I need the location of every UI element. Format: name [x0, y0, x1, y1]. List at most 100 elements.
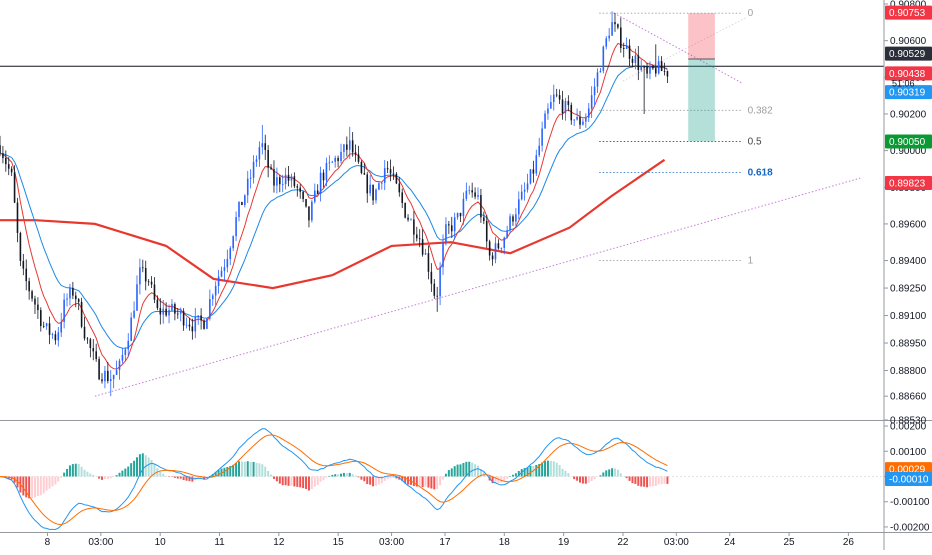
candle-body [418, 238, 421, 240]
candle-body [319, 172, 322, 194]
price-label-text: 0.90050 [889, 137, 926, 148]
candle-body [433, 283, 436, 296]
candle-body [25, 268, 28, 282]
candle-body [558, 95, 561, 100]
candle-body [316, 190, 319, 194]
candle-body [529, 169, 532, 184]
candle-body [573, 119, 575, 121]
candle-body [246, 178, 249, 196]
candle-body [200, 315, 202, 321]
candle-body [258, 147, 261, 160]
candle-body [474, 192, 476, 197]
candle-body [139, 267, 141, 285]
candle-body [249, 177, 252, 179]
candle-body [459, 212, 462, 217]
price-tick-label: 0.88950 [890, 339, 927, 350]
price-panel[interactable]: 0 0.382 0.5 0.618 1 [0, 8, 884, 397]
candle-body [654, 68, 657, 74]
candle-body [348, 140, 351, 150]
candle-body [564, 101, 567, 114]
candle-body [7, 164, 10, 169]
candle-body [401, 192, 404, 204]
candle-body [515, 214, 517, 222]
candle-body [413, 219, 415, 235]
candle-body [118, 360, 121, 370]
candle-body [445, 224, 447, 243]
time-tick-label: 03:00 [379, 537, 404, 548]
macd-label-text: -0.00010 [889, 475, 929, 486]
candle-body [561, 99, 564, 114]
candle-body [576, 117, 578, 120]
candle-body [22, 260, 25, 269]
candle-body [34, 298, 36, 305]
fib-level-label: 0 [748, 8, 754, 19]
time-tick-label: 12 [273, 537, 285, 548]
candle-body [150, 281, 153, 285]
candle-body [203, 320, 205, 329]
price-tick-label: 0.90800 [890, 0, 927, 11]
candle-body [313, 190, 316, 202]
candle-body [72, 287, 74, 296]
candle-body [480, 195, 482, 218]
candle-body [488, 241, 491, 256]
price-tick-label: 0.88800 [890, 366, 927, 377]
candle-body [133, 310, 135, 318]
candle-body [550, 102, 552, 109]
candle-body [398, 183, 401, 193]
candle-body [410, 219, 412, 221]
candle-body [494, 243, 497, 260]
candle-body [552, 94, 555, 103]
candle-body [381, 182, 383, 184]
candle-body [404, 203, 406, 218]
candle-body [427, 253, 430, 272]
candle-body [421, 239, 424, 255]
candle-body [124, 349, 127, 355]
candle-body [453, 217, 456, 232]
candle-body [634, 55, 637, 63]
candle-body [652, 65, 654, 69]
candle-body [217, 276, 220, 286]
candle-body [622, 47, 625, 49]
price-label-bg [885, 176, 932, 191]
candle-body [640, 66, 643, 71]
candle-body [450, 225, 453, 232]
price-labels: 0.90753 0.90529 0.90438 0.90319 0.90050 0.898… [885, 5, 932, 487]
candle-body [538, 145, 541, 156]
macd-label: -0.00010 [885, 472, 932, 487]
candle-body [147, 281, 150, 283]
candle-body [159, 308, 162, 315]
candle-body [369, 184, 371, 194]
candle-body [220, 270, 223, 277]
candle-body [197, 315, 199, 318]
candle-body [308, 206, 310, 221]
candle-body [194, 317, 197, 332]
candle-body [611, 22, 613, 36]
candle-body [620, 27, 622, 48]
time-tick-label: 10 [155, 537, 167, 548]
candle-body [2, 153, 4, 158]
candle-body [608, 35, 610, 39]
candle-body [649, 65, 651, 74]
price-label-text: 0.90438 [889, 69, 926, 80]
price-label-text: 0.90319 [889, 88, 926, 99]
price-tick-label: 0.90200 [890, 109, 927, 120]
candle-body [547, 108, 549, 114]
candle-body [331, 161, 334, 163]
price-label-bg [885, 66, 932, 81]
time-tick-label: 25 [784, 537, 796, 548]
candle-body [101, 379, 103, 382]
candle-body [270, 167, 272, 170]
candle-body [456, 212, 459, 218]
fib-level-label: 0.5 [748, 136, 762, 147]
candle-body [657, 61, 660, 74]
candle-body [63, 299, 65, 322]
candle-body [127, 340, 130, 350]
candle-body [497, 243, 500, 249]
macd-panel[interactable] [0, 428, 884, 531]
candle-body [483, 217, 485, 221]
candle-body [261, 143, 264, 148]
candle-body [10, 168, 13, 173]
candle-body [130, 317, 132, 341]
